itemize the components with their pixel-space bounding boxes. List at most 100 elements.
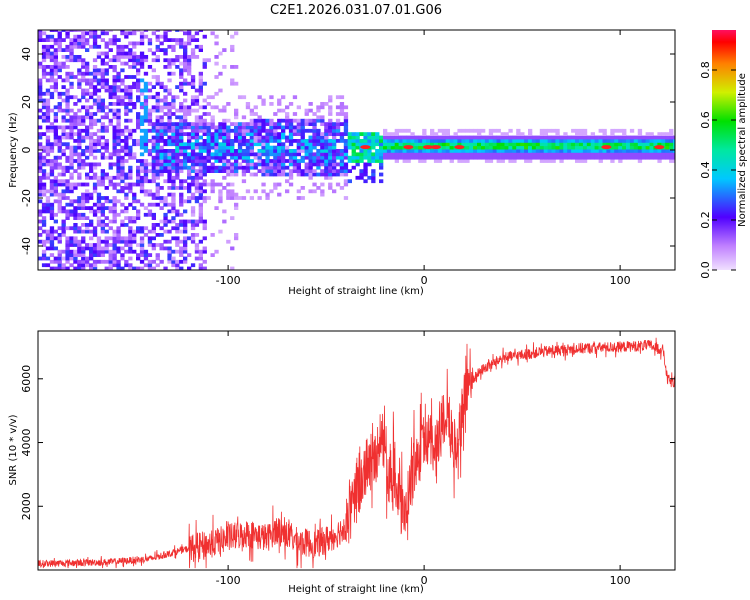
heatmap-cell: [575, 135, 580, 140]
heatmap-cell: [128, 85, 133, 89]
heatmap-cell: [324, 102, 329, 106]
heatmap-cell: [645, 145, 650, 150]
heatmap-cell: [441, 145, 447, 150]
heatmap-cell: [61, 165, 66, 170]
heatmap-cell: [210, 122, 215, 126]
heatmap-cell: [590, 142, 595, 147]
heatmap-cell: [190, 162, 196, 167]
heatmap-cell: [171, 182, 176, 187]
heatmap-cell: [559, 139, 564, 143]
heatmap-cell: [175, 38, 180, 42]
heatmap-cell: [390, 152, 396, 157]
heatmap-cell: [89, 118, 94, 123]
heatmap-cell: [45, 256, 51, 261]
heatmap-cell: [202, 98, 207, 103]
heatmap-cell: [198, 189, 203, 194]
heatmap-cell: [198, 118, 203, 123]
heatmap-cell: [73, 239, 78, 244]
heatmap-cell: [187, 125, 192, 130]
heatmap-cell: [547, 142, 552, 147]
heatmap-cell: [147, 41, 153, 46]
heatmap-cell: [183, 236, 188, 241]
heatmap-cell: [363, 172, 368, 177]
heatmap-cell: [100, 155, 105, 160]
heatmap-cell: [394, 149, 399, 153]
heatmap-cell: [57, 172, 62, 177]
heatmap-cell: [343, 172, 349, 177]
heatmap-cell: [539, 152, 545, 157]
heatmap-cell: [132, 44, 137, 49]
heatmap-cell: [190, 169, 196, 173]
heatmap-cell: [116, 102, 121, 106]
heatmap-cell: [49, 165, 55, 170]
heatmap-cell: [335, 95, 341, 100]
heatmap-cell: [49, 122, 55, 126]
heatmap-cell: [155, 256, 160, 261]
heatmap-cell: [143, 206, 149, 210]
heatmap-cell: [245, 142, 251, 147]
heatmap-cell: [187, 219, 192, 224]
heatmap-cell: [57, 233, 62, 237]
heatmap-cell: [249, 132, 254, 136]
heatmap-cell: [100, 122, 105, 126]
heatmap-cell: [355, 175, 360, 180]
heatmap-cell: [100, 142, 105, 147]
heatmap-cell: [234, 192, 239, 197]
heatmap-cell: [234, 122, 239, 126]
heatmap-cell: [155, 118, 160, 123]
heatmap-cell: [528, 139, 533, 143]
heatmap-cell: [465, 149, 470, 153]
heatmap-cell: [575, 159, 580, 163]
heatmap-cell: [139, 65, 145, 69]
heatmap-cell: [339, 165, 345, 170]
heatmap-cell: [194, 145, 200, 150]
heatmap-cell: [198, 196, 203, 200]
heatmap-cell: [383, 139, 388, 143]
heatmap-cell: [116, 162, 121, 167]
heatmap-cell: [167, 112, 172, 116]
heatmap-cell: [124, 88, 129, 93]
heatmap-cell: [649, 139, 654, 143]
heatmap-cell: [351, 155, 356, 160]
heatmap-cell: [465, 159, 470, 163]
heatmap-cell: [402, 159, 407, 163]
heatmap-cell: [128, 51, 133, 56]
heatmap-cell: [183, 58, 188, 63]
heatmap-cell: [629, 152, 635, 157]
heatmap-cell: [253, 132, 258, 136]
heatmap-cell: [245, 132, 251, 136]
heatmap-cell: [324, 145, 329, 150]
heatmap-cell: [151, 223, 156, 227]
heatmap-cell: [171, 58, 176, 63]
heatmap-cell: [139, 259, 145, 264]
heatmap-cell: [61, 61, 66, 66]
heatmap-cell: [120, 202, 125, 207]
heatmap-cell: [120, 209, 125, 214]
heatmap-cell: [139, 128, 145, 133]
heatmap-cell: [38, 142, 43, 147]
heatmap-cell: [112, 58, 117, 63]
heatmap-cell: [65, 118, 70, 123]
heatmap-cell: [38, 182, 43, 187]
heatmap-cell: [128, 145, 133, 150]
heatmap-cell: [41, 48, 47, 52]
heatmap-cell: [89, 112, 94, 116]
heatmap-cell: [265, 135, 270, 140]
heatmap-cell: [398, 128, 403, 133]
heatmap-cell: [108, 88, 113, 93]
heatmap-cell: [332, 128, 337, 133]
heatmap-cell: [359, 149, 364, 153]
heatmap-cell: [582, 142, 588, 147]
heatmap-cell: [292, 112, 298, 116]
heatmap-cell: [159, 81, 164, 86]
heatmap-cell: [308, 135, 313, 140]
heatmap-cell: [198, 209, 203, 214]
heatmap-cell: [171, 202, 176, 207]
heatmap-cell: [151, 145, 156, 150]
heatmap-cell: [38, 95, 43, 100]
heatmap-cell: [89, 91, 94, 96]
heatmap-cell: [539, 142, 545, 147]
heatmap-cell: [484, 152, 490, 157]
heatmap-cell: [65, 196, 70, 200]
heatmap-cell: [265, 149, 270, 153]
